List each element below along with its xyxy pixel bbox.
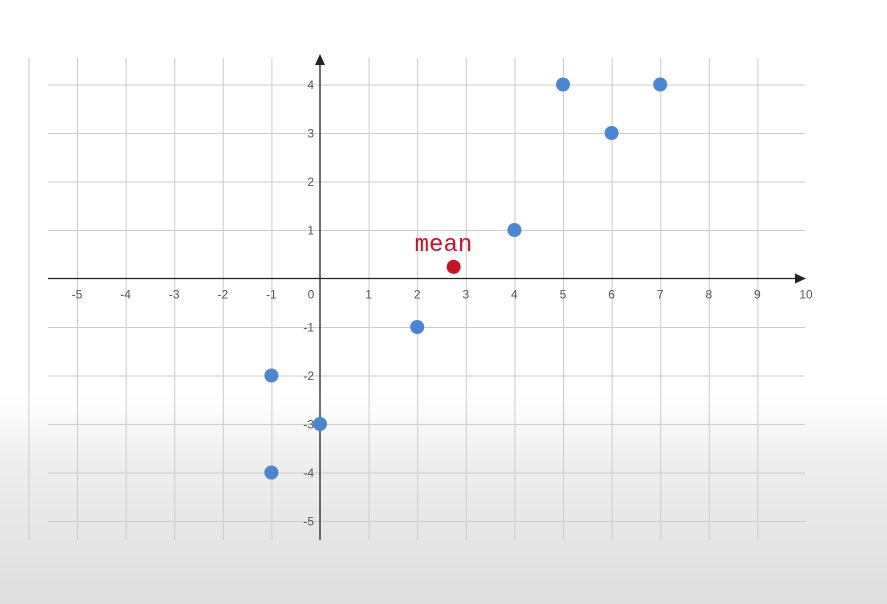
x-tick-label: 6 [608, 288, 615, 302]
y-tick-label: 4 [307, 78, 314, 92]
mean-point [446, 259, 461, 274]
data-point [313, 417, 327, 431]
x-tick-label: 1 [365, 288, 372, 302]
data-point [653, 77, 668, 92]
y-axis-arrow-icon [315, 54, 325, 65]
y-tick-label: 1 [307, 224, 314, 238]
y-tick-label: -2 [303, 369, 314, 383]
x-tick-label: -5 [72, 288, 83, 302]
y-tick-label: 2 [307, 175, 314, 189]
x-tick-label: -4 [120, 288, 131, 302]
x-tick-label: -1 [266, 288, 277, 302]
x-axis-arrow-icon [795, 273, 806, 284]
x-tick-label: 5 [560, 288, 567, 302]
y-tick-label: 3 [307, 127, 314, 141]
y-tick-label: -5 [303, 515, 314, 529]
data-point [507, 223, 522, 237]
annotations: mean [415, 232, 473, 274]
axes [48, 54, 806, 540]
tick-labels: -5 -4 -3 -2 -1 0 1 2 3 4 5 6 7 8 9 10 4 3 2 1 -1 -2 -3 -4 -5 [72, 78, 813, 529]
x-tick-label: -3 [169, 288, 180, 302]
data-point [264, 465, 279, 480]
data-point [604, 126, 619, 140]
x-tick-label: 4 [511, 288, 518, 302]
x-tick-label: 9 [754, 288, 761, 302]
y-tick-label: -4 [303, 466, 314, 480]
y-tick-label: -3 [303, 418, 314, 432]
x-tick-label: 8 [705, 288, 712, 302]
x-tick-label: 7 [657, 288, 664, 302]
data-points [264, 77, 668, 480]
x-tick-label: 0 [308, 288, 315, 302]
x-tick-label: -2 [217, 288, 228, 302]
x-tick-label: 2 [414, 288, 421, 302]
y-tick-label: -1 [303, 321, 314, 335]
data-point [410, 320, 425, 334]
x-tick-label: 3 [462, 288, 469, 302]
data-point [264, 368, 279, 383]
x-tick-label: 10 [799, 288, 813, 302]
mean-label: mean [415, 232, 473, 259]
data-point [556, 77, 570, 92]
